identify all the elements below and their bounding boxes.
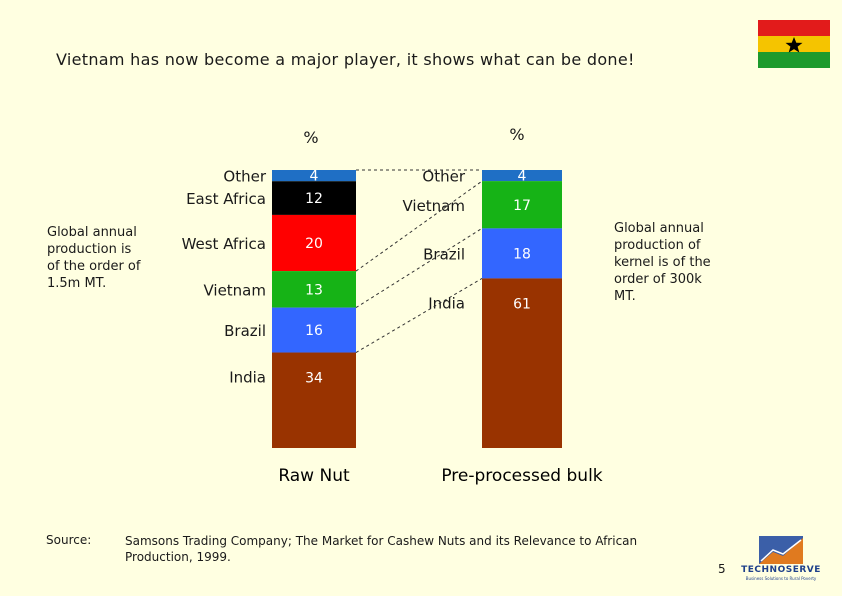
segment-connector-line: [355, 227, 483, 309]
ghana-flag-icon: [758, 20, 830, 68]
pre-processed-bulk-label-india: India: [428, 294, 465, 312]
pre-processed-bulk-label-brazil: Brazil: [423, 245, 465, 263]
pre-processed-bulk-segment-vietnam: [482, 181, 562, 229]
raw-nut-segment-east-africa: [272, 181, 356, 215]
raw-nut-segment-india: [272, 352, 356, 448]
page-title: Vietnam has now become a major player, i…: [56, 50, 635, 69]
pre-processed-bulk-value-brazil: 18: [513, 246, 531, 262]
source-citation: Samsons Trading Company; The Market for …: [125, 534, 638, 564]
raw-nut-segment-vietnam: [272, 271, 356, 308]
logo-wordmark: TECHNOSERVE: [741, 565, 821, 575]
pre-processed-bulk-value-vietnam: 17: [513, 198, 531, 214]
logo-tagline: Business Solutions to Rural Poverty: [745, 576, 817, 581]
pre-processed-bulk-segment-brazil: [482, 228, 562, 279]
source-label: Source:: [46, 533, 92, 547]
segment-connector-line: [355, 277, 483, 353]
technoserve-logo-icon: [759, 536, 803, 564]
pre-processed-bulk-segment-other: [482, 170, 562, 182]
pre-processed-bulk-label-vietnam: Vietnam: [402, 197, 465, 215]
kernel-production-note: Global annual production of kernel is of…: [614, 221, 711, 304]
pre-processed-bulk-value-other: 4: [518, 169, 527, 185]
raw-nut-label-vietnam: Vietnam: [203, 281, 266, 299]
page-number: 5: [718, 562, 726, 576]
raw-nut-label-other: Other: [223, 168, 266, 186]
raw-nut-unit-label: %: [303, 128, 318, 147]
raw-nut-segment-west-africa: [272, 214, 356, 272]
pre-processed-bulk-unit-label: %: [509, 125, 524, 144]
raw-nut-label-india: India: [229, 369, 266, 387]
raw-nut-label-east-africa: East Africa: [186, 190, 266, 208]
raw-nut-value-brazil: 16: [305, 323, 323, 339]
raw-nut-value-vietnam: 13: [305, 282, 323, 298]
raw-nut-value-india: 34: [305, 371, 323, 387]
pre-processed-bulk-bar-name: Pre-processed bulk: [441, 466, 602, 486]
raw-nut-label-west-africa: West Africa: [182, 235, 266, 253]
pre-processed-bulk-label-other: Other: [422, 168, 465, 186]
pre-processed-bulk-value-india: 61: [513, 296, 531, 312]
segment-connector-line: [355, 180, 483, 272]
pre-processed-bulk-segment-india: [482, 278, 562, 448]
raw-nut-production-note: Global annual production is of the order…: [47, 225, 141, 291]
raw-nut-label-brazil: Brazil: [224, 322, 266, 340]
raw-nut-segment-other: [272, 170, 356, 182]
raw-nut-value-other: 4: [310, 169, 319, 185]
raw-nut-value-west-africa: 20: [305, 236, 323, 252]
raw-nut-segment-brazil: [272, 307, 356, 353]
raw-nut-bar-name: Raw Nut: [278, 466, 350, 486]
raw-nut-value-east-africa: 12: [305, 191, 323, 207]
